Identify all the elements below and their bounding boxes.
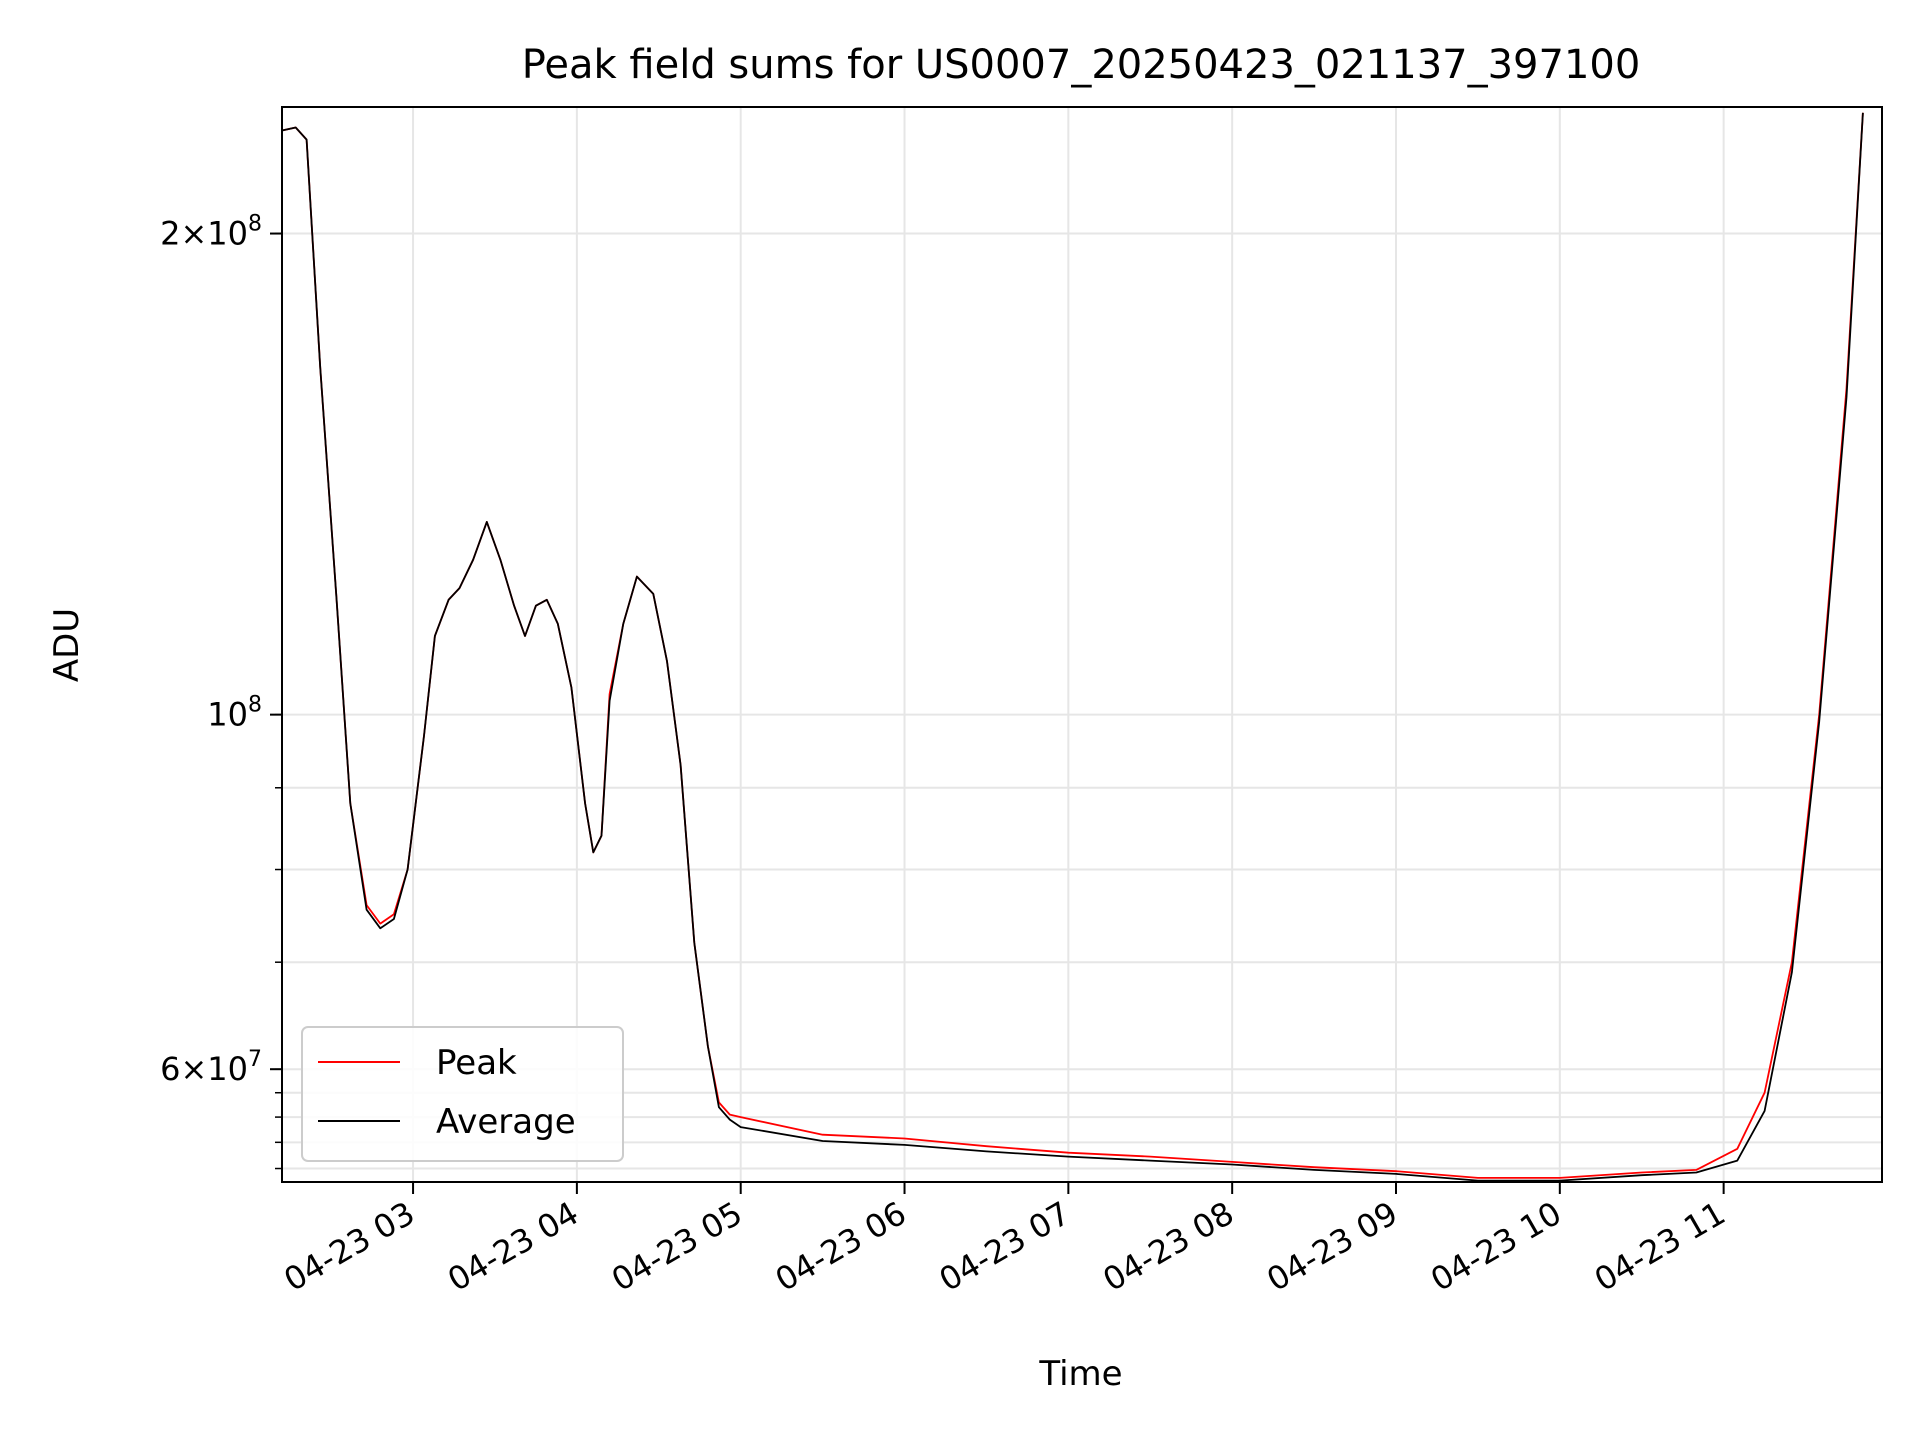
- legend-box: [301, 1026, 624, 1162]
- y-tick-base: 10: [207, 696, 248, 734]
- y-tick-label: 6×107: [160, 1047, 262, 1088]
- chart-title: Peak field sums for US0007_20250423_0211…: [522, 42, 1641, 88]
- x-axis-label: Time: [1038, 1354, 1122, 1394]
- y-tick-label: 2×108: [160, 212, 262, 253]
- y-tick-base: 6×10: [160, 1050, 248, 1088]
- legend: Peak Average: [301, 1026, 624, 1162]
- series-layer: [281, 112, 1864, 1182]
- y-tick-exponent: 8: [248, 693, 262, 718]
- plot-frame: [281, 106, 1883, 1183]
- y-tick-exponent: 7: [248, 1047, 262, 1072]
- series-line-average: [281, 112, 1864, 1182]
- legend-label-average: Average: [436, 1102, 576, 1142]
- legend-label-peak: Peak: [436, 1043, 517, 1083]
- y-tick-base: 2×10: [160, 215, 248, 253]
- y-tick-exponent: 8: [248, 212, 262, 237]
- y-tick-label: 108: [207, 693, 262, 734]
- y-axis-label: ADU: [47, 608, 87, 682]
